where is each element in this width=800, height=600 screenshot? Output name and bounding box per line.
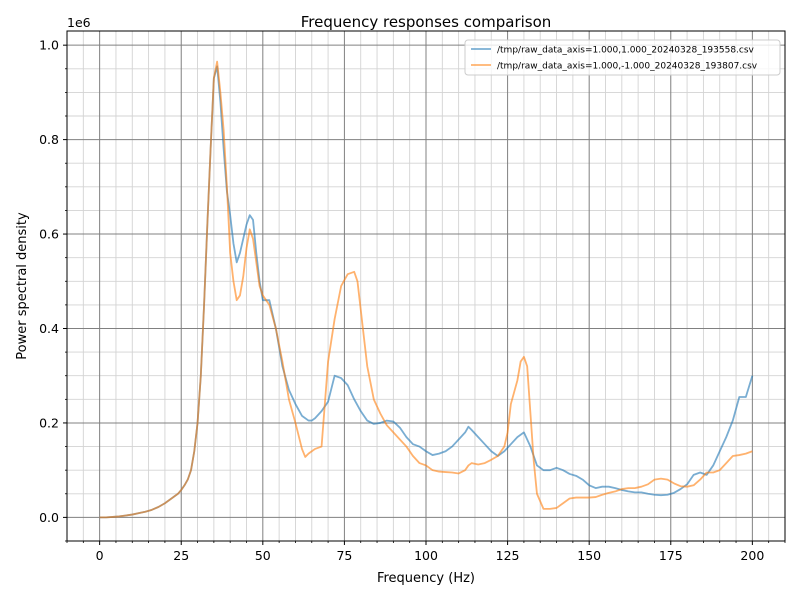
legend-label-2: /tmp/raw_data_axis=1.000,-1.000_20240328… <box>497 62 758 72</box>
y-axis-offset-text: 1e6 <box>67 15 91 30</box>
x-tick-label: 25 <box>173 548 189 563</box>
y-tick-label: 0.0 <box>39 510 59 525</box>
series-line-2 <box>99 60 753 519</box>
x-tick-label: 0 <box>96 548 104 563</box>
y-tick-label: 0.6 <box>39 227 59 242</box>
x-tick-label: 100 <box>414 548 438 563</box>
y-tick-label: 0.4 <box>39 321 59 336</box>
x-tick-label: 175 <box>659 548 683 563</box>
y-tick-label: 0.8 <box>39 132 59 147</box>
x-tick-label: 50 <box>255 548 271 563</box>
y-tick-label: 1.0 <box>39 38 59 53</box>
series-layer <box>99 60 754 519</box>
legend-frame <box>464 39 781 76</box>
x-axis-label: Frequency (Hz) <box>377 571 475 586</box>
ticks-layer: 0 25 50 75 100 125 150 175 200 0.0 0.2 0.4 0.6 0.8 1.0 <box>39 38 786 563</box>
y-axis-label: Power spectral density <box>15 212 30 360</box>
x-tick-label: 75 <box>336 548 352 563</box>
major-grid <box>67 31 785 541</box>
x-tick-label: 150 <box>577 548 601 563</box>
x-tick-label: 125 <box>496 548 520 563</box>
chart-title: Frequency responses comparison <box>301 13 552 31</box>
legend: /tmp/raw_data_axis=1.000,1.000_20240328_… <box>464 39 781 76</box>
legend-label-1: /tmp/raw_data_axis=1.000,1.000_20240328_… <box>497 46 755 56</box>
x-tick-label: 200 <box>740 548 764 563</box>
y-tick-label: 0.2 <box>39 415 59 430</box>
